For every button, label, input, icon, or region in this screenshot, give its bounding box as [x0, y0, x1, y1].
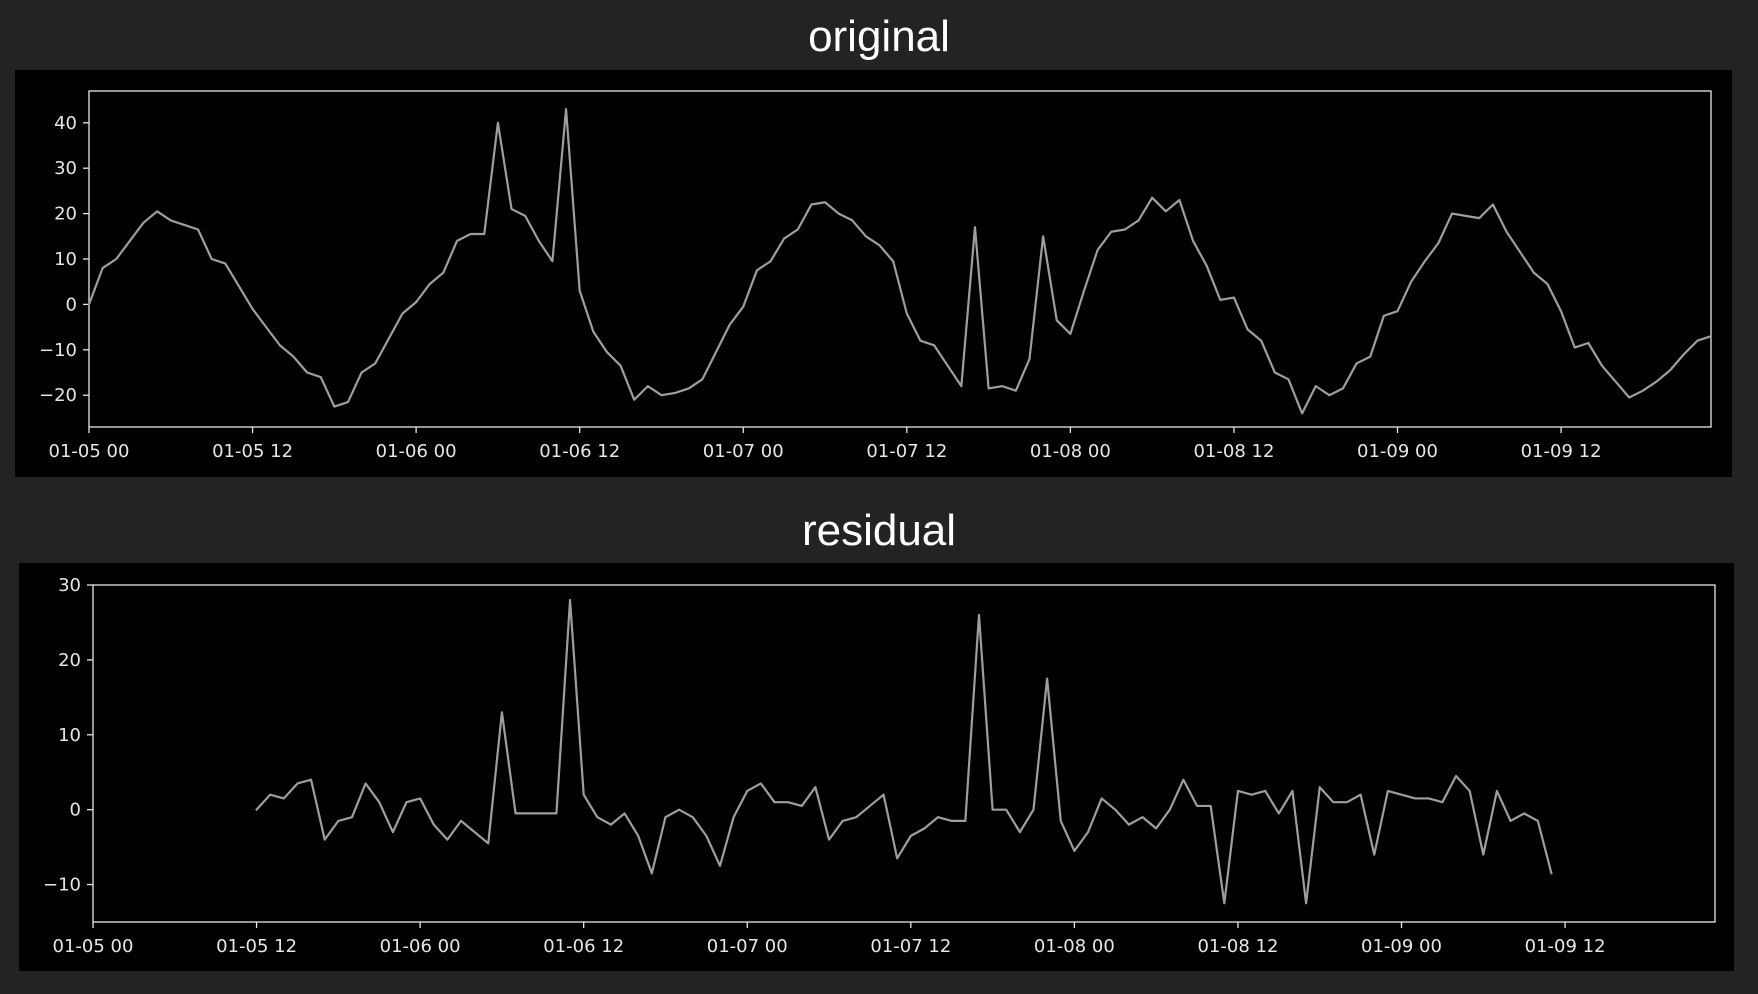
x-tick-label: 01-07 12 [870, 936, 951, 957]
chart-title-residual: residual [801, 506, 957, 555]
y-tick-label: 20 [54, 204, 77, 225]
x-tick-label: 01-08 00 [1034, 936, 1115, 957]
y-tick-label: 30 [58, 575, 81, 596]
chart-original: −20 −10 0 10 20 30 40 01-05 00 01-05 12 01-06 00 0… [15, 70, 1732, 477]
x-tick-label: 01-05 12 [212, 441, 293, 462]
y-tick-label: 0 [66, 294, 77, 315]
x-tick-label: 01-08 12 [1193, 441, 1274, 462]
x-tick-label: 01-05 00 [49, 441, 130, 462]
plot-frame [88, 90, 1712, 428]
x-tick-label: 01-08 00 [1030, 441, 1111, 462]
plot-frame [92, 584, 1716, 923]
x-tick-label: 01-09 00 [1361, 936, 1442, 957]
x-tick-label: 01-06 12 [543, 936, 624, 957]
y-tick-label: −10 [39, 340, 77, 361]
x-tick-label: 01-05 00 [53, 936, 134, 957]
y-tick-label: 30 [54, 158, 77, 179]
chart-original-svg: −20 −10 0 10 20 30 40 01-05 00 01-05 12 01-06 00 0… [39, 90, 1713, 462]
series-line [255, 598, 1553, 905]
x-tick-label: 01-08 12 [1197, 936, 1278, 957]
x-tick-label: 01-09 12 [1521, 441, 1602, 462]
x-tick-label: 01-07 00 [703, 441, 784, 462]
y-tick-label: 20 [58, 650, 81, 671]
x-tick-label: 01-06 12 [539, 441, 620, 462]
x-tick-label: 01-06 00 [376, 441, 457, 462]
x-tick-label: 01-09 12 [1525, 936, 1606, 957]
x-tick-label: 01-07 12 [866, 441, 947, 462]
y-tick-label: 10 [54, 249, 77, 270]
y-tick-label: 40 [54, 113, 77, 134]
y-tick-label: −20 [39, 385, 77, 406]
chart-residual-svg: −10 0 10 20 30 01-05 00 01-05 12 01-06 00 01-06 … [43, 575, 1716, 957]
x-tick-label: 01-05 12 [216, 936, 297, 957]
x-tick-label: 01-09 00 [1357, 441, 1438, 462]
chart-title-original: original [808, 12, 950, 61]
x-tick-label: 01-07 00 [707, 936, 788, 957]
x-tick-label: 01-06 00 [380, 936, 461, 957]
series-line [87, 108, 1713, 415]
y-tick-label: 10 [58, 725, 81, 746]
y-tick-label: 0 [70, 800, 81, 821]
chart-residual: −10 0 10 20 30 01-05 00 01-05 12 01-06 00 01-06 … [19, 563, 1734, 971]
y-tick-label: −10 [43, 875, 81, 896]
